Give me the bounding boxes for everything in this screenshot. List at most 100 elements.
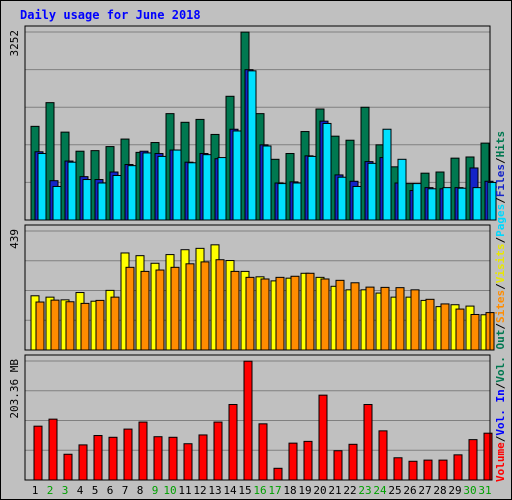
bar-pages-day-27 <box>427 188 437 221</box>
bar-volume-day-18 <box>288 442 298 481</box>
legend-vol-in: Vol. In <box>494 389 507 435</box>
day-label: 18 <box>283 484 296 497</box>
bar-sites-day-22 <box>350 282 360 351</box>
legend-separator: / <box>494 382 507 389</box>
panel-visits: 439 <box>8 224 495 351</box>
panel-max-label: 203.36 MB <box>8 359 21 419</box>
day-label: 28 <box>433 484 446 497</box>
bar-sites-day-13 <box>215 259 225 351</box>
day-label: 16 <box>253 484 266 497</box>
legend-sites: Sites <box>494 290 507 323</box>
bar-volume-day-4 <box>78 444 88 481</box>
bar-pages-day-18 <box>292 182 302 221</box>
day-label: 22 <box>343 484 356 497</box>
bar-volume-day-14 <box>228 404 238 481</box>
bar-pages-day-2 <box>52 185 62 221</box>
panel-frame <box>24 25 491 221</box>
chart-legend: Volume/Vol. In/Vol. Out/Sites/Visits/Pag… <box>494 131 507 482</box>
bar-sites-day-30 <box>470 313 480 351</box>
bar-pages-day-29 <box>457 187 467 221</box>
bar-volume-day-29 <box>453 454 463 481</box>
bar-sites-day-4 <box>80 302 90 351</box>
bar-volume-day-16 <box>258 423 268 481</box>
day-label: 23 <box>358 484 371 497</box>
bar-volume-day-8 <box>138 421 148 481</box>
legend-separator: / <box>494 197 507 204</box>
series-volume <box>33 360 493 481</box>
bar-sites-day-10 <box>170 266 180 351</box>
legend-separator: / <box>494 283 507 290</box>
bar-pages-day-3 <box>67 161 77 221</box>
bar-volume-day-15 <box>243 360 253 481</box>
day-label: 17 <box>268 484 281 497</box>
bar-pages-day-15 <box>247 70 257 221</box>
day-label: 12 <box>193 484 206 497</box>
bar-volume-day-17 <box>273 467 283 481</box>
panel-max-label: 439 <box>8 229 21 249</box>
bar-sites-day-14 <box>230 270 240 351</box>
bar-pages-day-4 <box>82 179 92 221</box>
day-label: 2 <box>47 484 54 497</box>
bar-volume-day-21 <box>333 450 343 481</box>
bar-sites-day-25 <box>395 287 405 351</box>
bar-pages-day-24 <box>382 128 392 221</box>
legend-vol-out: Vol. Out <box>494 330 507 383</box>
legend-text: Volume/Vol. In/Vol. Out/Sites/Visits/Pag… <box>494 131 507 482</box>
bar-pages-day-7 <box>127 165 137 221</box>
bar-pages-day-25 <box>397 158 407 221</box>
bar-pages-day-10 <box>172 149 182 221</box>
day-label: 25 <box>388 484 401 497</box>
panel-hits: 3252 <box>8 25 497 221</box>
day-label: 27 <box>418 484 431 497</box>
day-label: 15 <box>238 484 251 497</box>
bar-volume-day-22 <box>348 443 358 481</box>
day-label: 24 <box>373 484 387 497</box>
bar-volume-day-7 <box>123 428 133 481</box>
bar-pages-day-30 <box>472 187 482 221</box>
bar-sites-day-2 <box>50 299 60 351</box>
legend-separator: / <box>494 323 507 330</box>
bar-volume-day-19 <box>303 440 313 481</box>
bar-volume-day-31 <box>483 432 493 481</box>
bar-volume-day-10 <box>168 436 178 481</box>
bar-sites-day-26 <box>410 289 420 351</box>
bar-volume-day-25 <box>393 457 403 481</box>
bar-volume-day-5 <box>93 435 103 481</box>
bar-pages-day-9 <box>157 155 167 221</box>
bar-pages-day-28 <box>442 187 452 221</box>
bar-pages-day-23 <box>367 162 377 221</box>
chart-title: Daily usage for June 2018 <box>20 8 201 22</box>
day-label: 31 <box>478 484 491 497</box>
panel-volume: 203.36 MB <box>8 354 493 481</box>
bar-sites-day-9 <box>155 269 165 351</box>
bar-pages-day-8 <box>142 152 152 221</box>
panel-frame <box>24 224 491 351</box>
bar-sites-day-21 <box>335 279 345 351</box>
bar-sites-day-15 <box>245 276 255 351</box>
day-label: 11 <box>178 484 191 497</box>
bar-pages-day-14 <box>232 130 242 221</box>
bar-sites-day-20 <box>320 278 330 351</box>
bar-sites-day-5 <box>95 299 105 351</box>
bar-sites-day-23 <box>365 286 375 351</box>
bar-pages-day-31 <box>487 181 497 221</box>
bar-sites-day-19 <box>305 272 315 351</box>
bar-volume-day-2 <box>48 418 58 481</box>
bar-volume-day-28 <box>438 459 448 481</box>
bar-sites-day-27 <box>425 298 435 351</box>
panel-frame <box>24 354 491 481</box>
legend-pages: Pages <box>494 204 507 237</box>
bar-sites-day-17 <box>275 276 285 351</box>
bar-volume-day-23 <box>363 404 373 481</box>
day-label: 26 <box>403 484 416 497</box>
bar-sites-day-28 <box>440 303 450 351</box>
bar-pages-day-19 <box>307 155 317 221</box>
day-label: 10 <box>163 484 176 497</box>
day-label: 21 <box>328 484 341 497</box>
bar-volume-day-30 <box>468 439 478 481</box>
day-label: 5 <box>92 484 99 497</box>
legend-volume: Volume <box>494 442 507 482</box>
bar-pages-day-26 <box>412 183 422 221</box>
day-label: 1 <box>32 484 39 497</box>
bar-pages-day-13 <box>217 157 227 221</box>
